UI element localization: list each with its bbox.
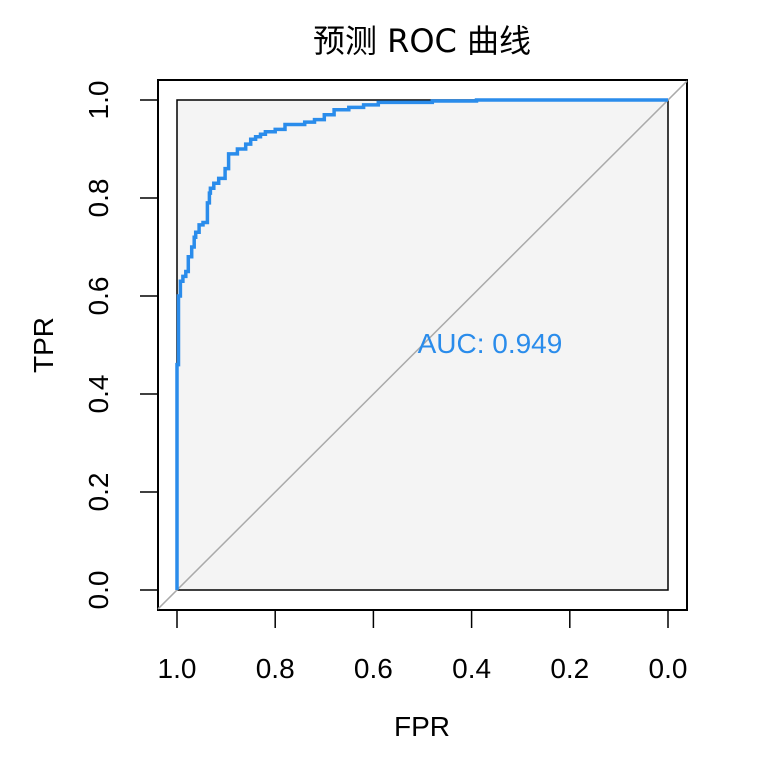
x-tick-label: 0.0 [649, 653, 688, 684]
roc-curve [175, 98, 668, 590]
plot-area [157, 79, 688, 611]
x-axis-label: FPR [394, 711, 450, 742]
y-axis-ticks: 0.0 0.2 0.4 0.6 0.8 1.0 [83, 81, 159, 610]
y-tick-label: 0.0 [83, 571, 114, 610]
auc-label: AUC: 0.949 [418, 328, 563, 359]
y-tick-label: 0.4 [83, 375, 114, 414]
x-tick-label: 0.8 [256, 653, 295, 684]
y-tick-label: 0.2 [83, 473, 114, 512]
y-tick-label: 1.0 [83, 81, 114, 120]
diagonal-reference-line [157, 80, 688, 610]
y-axis-label: TPR [28, 317, 59, 373]
chart-title: 预测 ROC 曲线 [313, 22, 531, 60]
x-tick-label: 1.0 [158, 653, 197, 684]
x-axis-ticks: 1.0 0.8 0.6 0.4 0.2 0.0 [158, 609, 688, 684]
x-tick-label: 0.6 [354, 653, 393, 684]
y-tick-label: 0.8 [83, 179, 114, 218]
y-tick-label: 0.6 [83, 277, 114, 316]
x-tick-label: 0.4 [452, 653, 491, 684]
x-tick-label: 0.2 [550, 653, 589, 684]
